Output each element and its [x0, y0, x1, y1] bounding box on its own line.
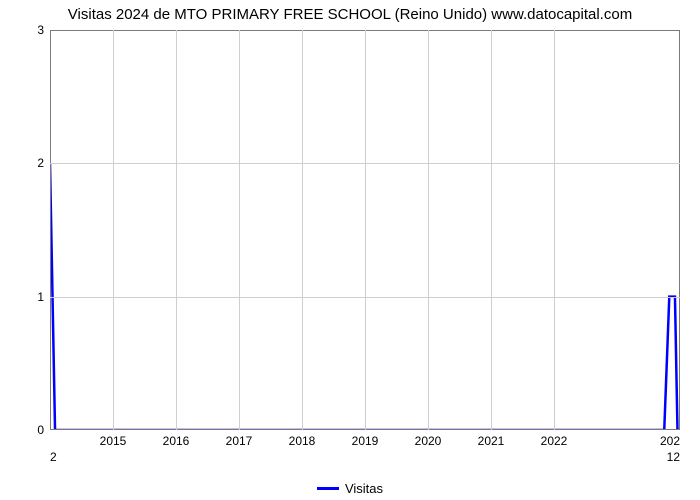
chart-container: { "chart": { "type": "line", "title": "V…: [0, 0, 700, 500]
chart-title: Visitas 2024 de MTO PRIMARY FREE SCHOOL …: [0, 6, 700, 23]
x-tick-label: 2018: [289, 430, 316, 448]
gridline-v: [491, 30, 492, 430]
gridline-v: [302, 30, 303, 430]
x-tick-label: 2015: [100, 430, 127, 448]
x-tick-label: 2017: [226, 430, 253, 448]
legend-item-visitas: Visitas: [317, 481, 383, 496]
gridline-v: [239, 30, 240, 430]
x-tick-secondary: 2: [50, 430, 57, 464]
legend-label: Visitas: [345, 481, 383, 496]
x-tick-label: 2019: [352, 430, 379, 448]
gridline-v: [428, 30, 429, 430]
x-tick-label: 2020: [415, 430, 442, 448]
x-tick-label: 2016: [163, 430, 190, 448]
gridline-h: [50, 163, 680, 164]
y-tick-label: 1: [37, 290, 50, 304]
gridline-h: [50, 297, 680, 298]
y-tick-label: 3: [37, 23, 50, 37]
gridline-v: [554, 30, 555, 430]
x-tick-label: 2021: [478, 430, 505, 448]
x-tick-label: 2022: [541, 430, 568, 448]
gridline-v: [176, 30, 177, 430]
gridline-v: [113, 30, 114, 430]
x-tick-secondary: 12: [667, 430, 680, 464]
y-tick-label: 2: [37, 156, 50, 170]
plot-area: 2015201620172018201920202021202220221201…: [50, 30, 680, 430]
gridline-v: [365, 30, 366, 430]
legend: Visitas: [0, 478, 700, 496]
y-tick-label: 0: [37, 423, 50, 437]
legend-swatch: [317, 487, 339, 490]
